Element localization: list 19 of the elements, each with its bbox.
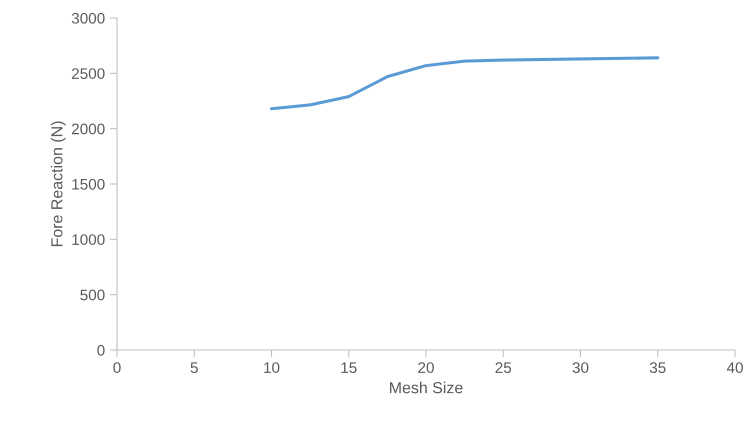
x-tick-label: 35 bbox=[650, 362, 666, 374]
y-tick-label: 2000 bbox=[72, 124, 105, 134]
x-tick-label: 0 bbox=[113, 362, 121, 374]
line-series bbox=[270, 56, 660, 110]
x-tick-label: 30 bbox=[572, 362, 588, 374]
x-tick-label: 5 bbox=[190, 362, 198, 374]
y-axis-title: Fore Reaction (N) bbox=[50, 122, 66, 246]
y-tick-label: 2500 bbox=[72, 68, 105, 80]
x-axis-title: Mesh Size bbox=[390, 382, 463, 394]
x-tick-label: 40 bbox=[726, 362, 743, 374]
y-tick-label: 0 bbox=[97, 344, 105, 356]
x-tick-label: 25 bbox=[496, 362, 512, 374]
x-tick-label: 15 bbox=[341, 362, 357, 374]
y-tick-label: 3000 bbox=[72, 12, 105, 24]
y-tick-label: 1500 bbox=[72, 178, 105, 190]
y-tick-label: 1000 bbox=[72, 234, 105, 246]
x-tick-label: 20 bbox=[418, 362, 434, 374]
y-tick-label: 500 bbox=[80, 290, 105, 300]
x-tick-label: 10 bbox=[264, 362, 280, 374]
